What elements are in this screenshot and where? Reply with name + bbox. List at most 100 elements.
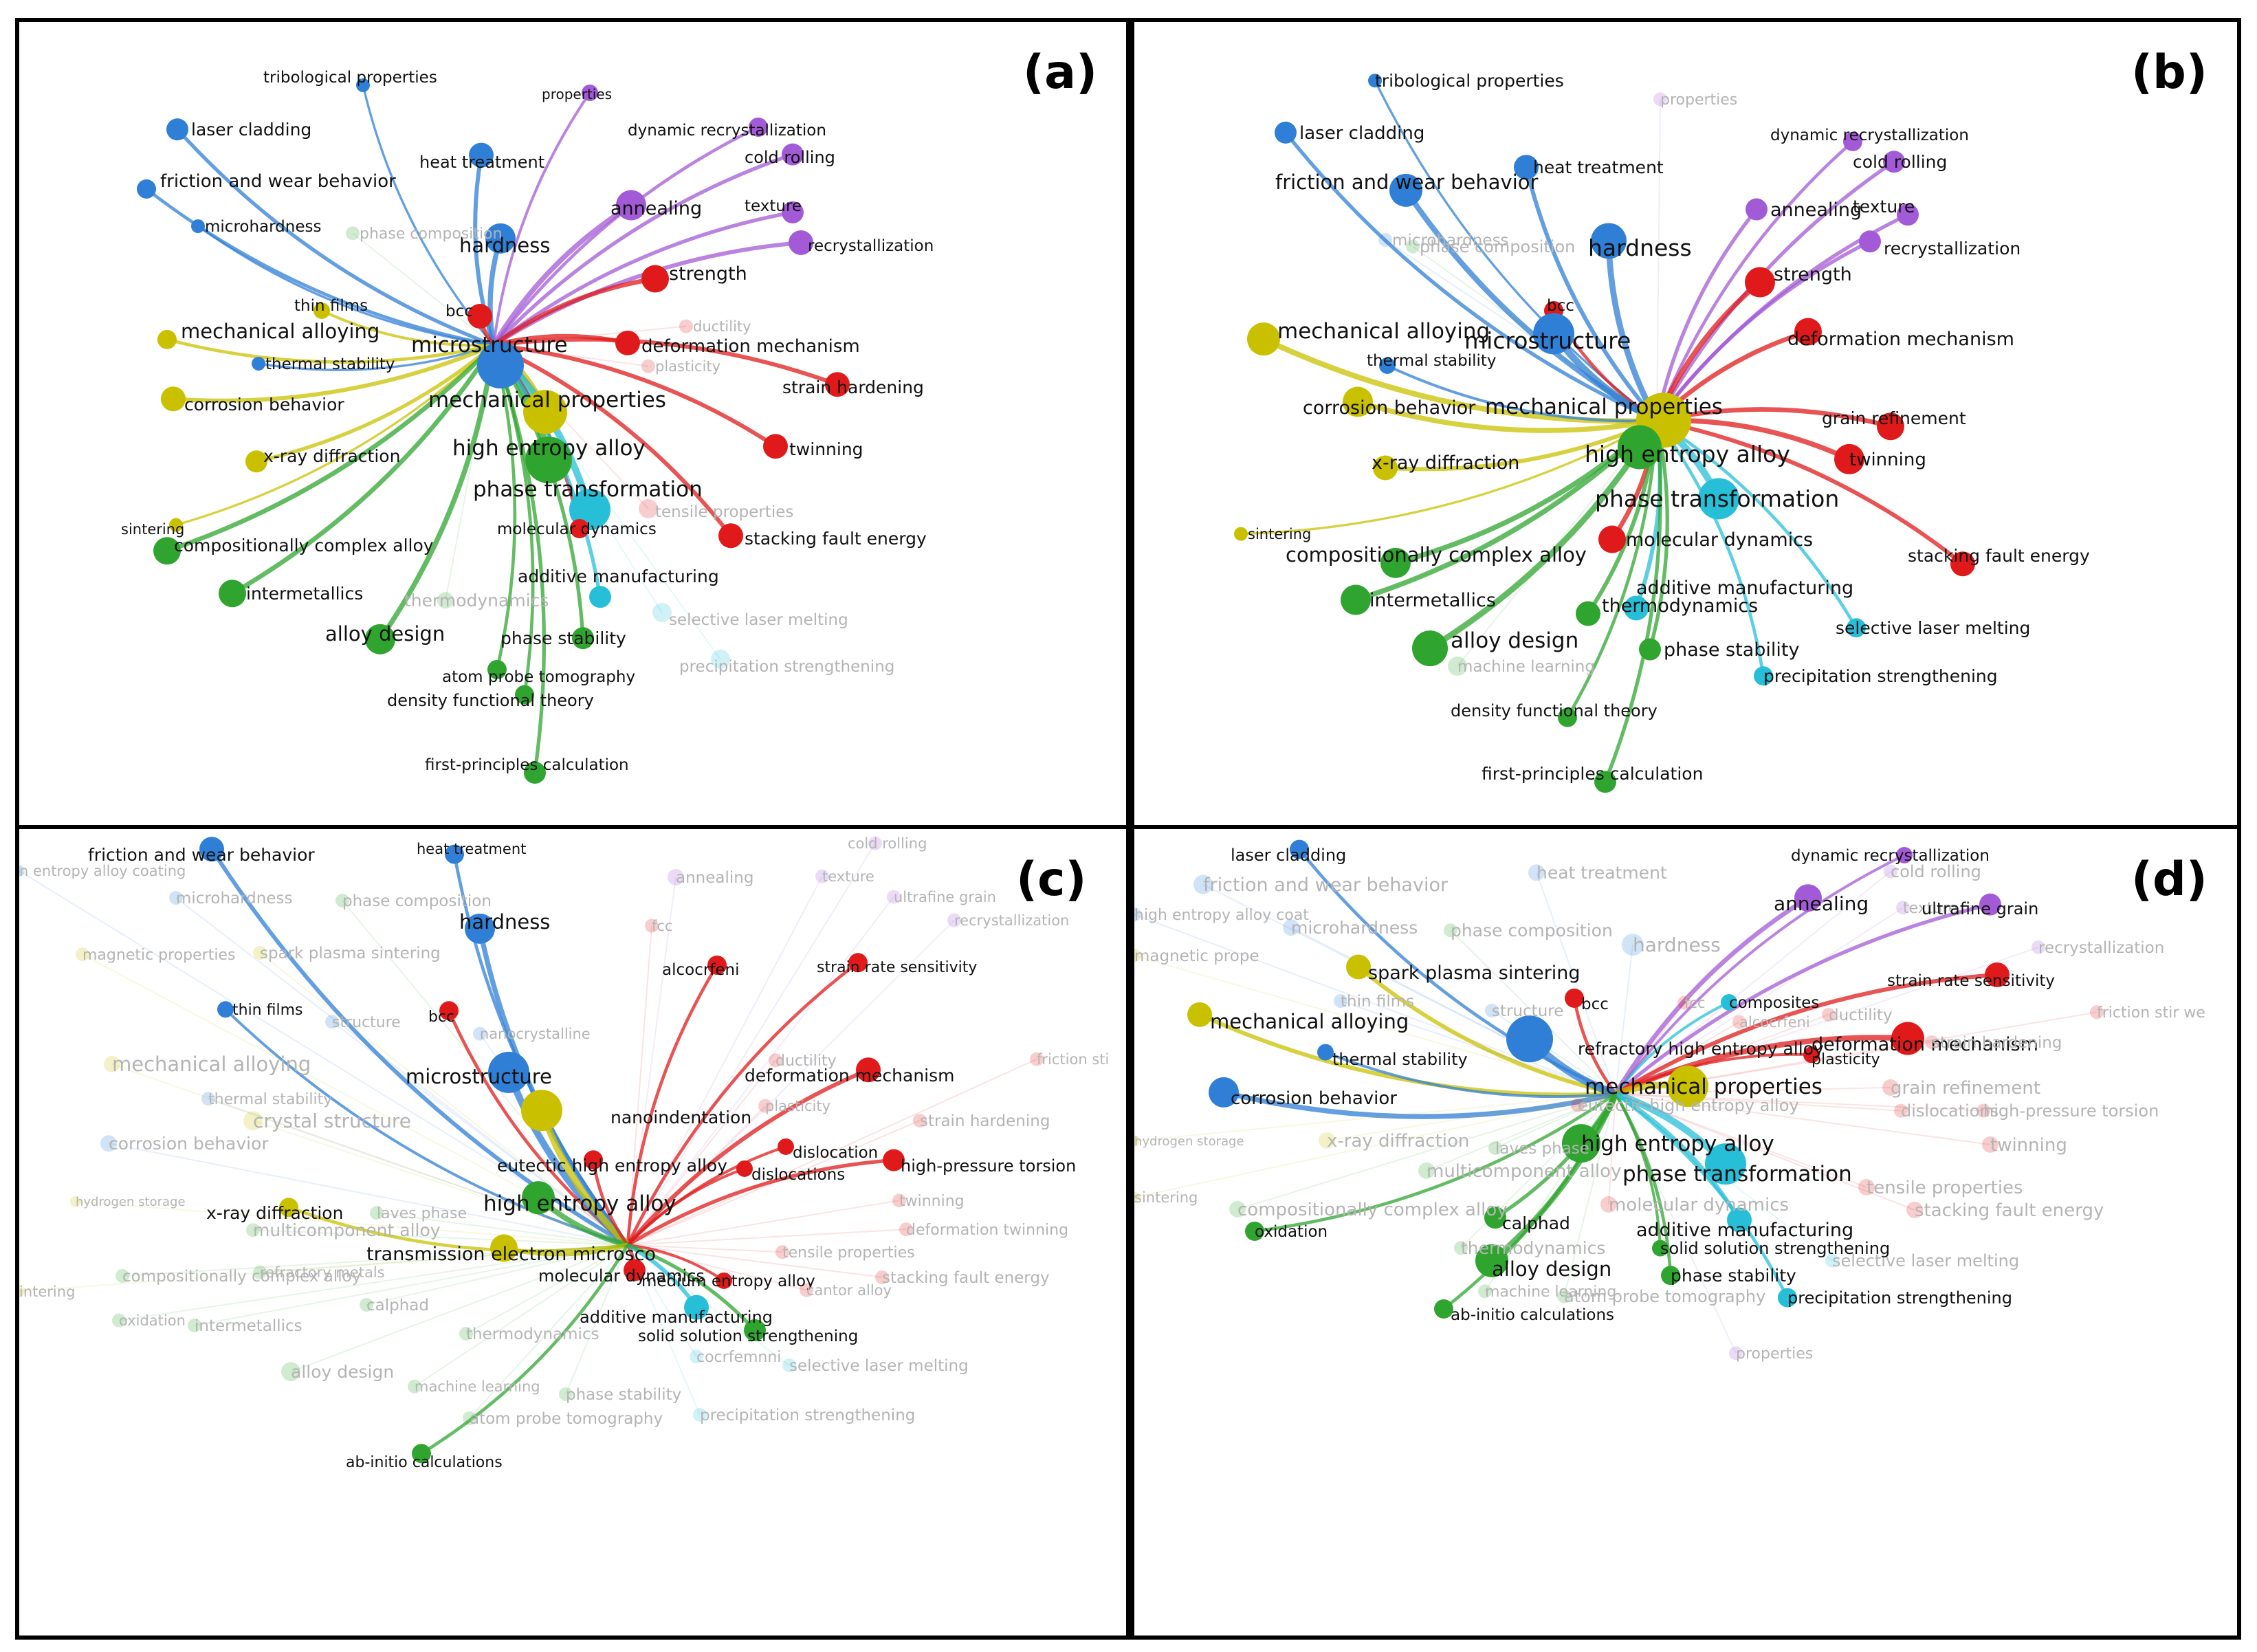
edge <box>1524 166 1659 422</box>
edge-faded <box>627 843 876 1246</box>
term-label: microstructure <box>406 1065 552 1088</box>
edge-faded <box>111 1063 628 1246</box>
node-blue <box>1622 934 1644 956</box>
node-yellow <box>253 945 267 960</box>
node-blue <box>356 78 370 92</box>
node-blue <box>325 1015 339 1029</box>
term-label-faded: sintering <box>1134 1189 1198 1206</box>
node-green <box>1229 1200 1246 1218</box>
edge-faded <box>1134 1093 1616 1142</box>
node-red <box>875 1270 889 1284</box>
term-label: microstructure <box>1464 327 1631 354</box>
edge <box>1615 1053 1812 1095</box>
term-label: sintering <box>1248 526 1311 542</box>
node-cyan <box>1847 618 1866 638</box>
node-green <box>153 537 181 565</box>
node-red <box>1982 1136 1999 1153</box>
edge-faded <box>493 344 663 613</box>
term-label: grain refinement <box>1822 408 1966 428</box>
term-label: selective laser melting <box>1836 618 2030 638</box>
term-label: density functional theory <box>1451 701 1658 720</box>
node-yellow <box>1234 527 1248 541</box>
edge <box>1655 208 1759 421</box>
node-cyan <box>782 1358 796 1372</box>
node-green <box>253 1265 267 1279</box>
term-label-faded: precipitation strengthening <box>679 658 894 676</box>
node-blue <box>1209 1077 1239 1108</box>
node-yellow <box>70 1196 81 1207</box>
edge <box>1198 1013 1616 1097</box>
node-green <box>281 1362 300 1382</box>
term-label-faded: hydrogen storage <box>76 1195 186 1209</box>
edges <box>145 85 839 773</box>
term-label: thin films <box>294 297 368 315</box>
term-label: friction and wear behavior <box>160 171 396 192</box>
term-label-faded: eutectic high entropy alloy <box>1578 1096 1799 1115</box>
edge-faded <box>1615 1093 1915 1211</box>
node-green <box>1380 547 1411 578</box>
node-purple <box>789 230 813 255</box>
edge-faded <box>1426 1093 1616 1171</box>
term-label: dynamic recrystallization <box>1791 847 1990 865</box>
node-green <box>1245 1221 1264 1241</box>
term-label: intermetallics <box>246 584 363 604</box>
node-red <box>1732 1015 1746 1029</box>
panel-b: tribological properties properties laser c… <box>1130 18 2241 829</box>
term-label: tribological properties <box>1375 71 1564 91</box>
term-label-faded: ductility <box>693 318 751 335</box>
edge-faded <box>414 1244 628 1387</box>
node-red <box>1950 551 1975 577</box>
term-label-faded: spark plasma sintering <box>260 945 441 962</box>
term-label: x-ray diffraction <box>263 446 400 466</box>
term-label-faded: dislocations <box>1901 1101 1999 1121</box>
node-yellow <box>1247 322 1280 356</box>
node-blue <box>1317 1044 1334 1061</box>
node-blue <box>1533 313 1574 355</box>
term-label: nanoindentation <box>610 1108 751 1127</box>
node-blue <box>1334 993 1347 1008</box>
node-red <box>1985 962 2010 987</box>
edge-faded <box>1536 872 1616 1094</box>
node-green <box>335 893 349 907</box>
edge-faded <box>627 896 894 1246</box>
node-blue <box>191 219 205 233</box>
node-red <box>679 319 693 333</box>
term-label-faded: tensile properties <box>655 503 793 521</box>
network-diagram: tribological properties properties laser c… <box>1234 45 2208 793</box>
edge-faded <box>627 1229 907 1246</box>
node-red <box>758 1099 772 1113</box>
term-label-faded: phase stability <box>566 1386 681 1404</box>
edge-faded <box>259 952 628 1246</box>
term-label: high entropy alloy <box>1585 441 1790 467</box>
node-red <box>641 265 669 293</box>
node-yellow <box>1373 455 1398 481</box>
node-red <box>1794 318 1822 346</box>
node-purple <box>749 117 768 137</box>
edge <box>1442 1093 1618 1310</box>
term-label-faded: ductility <box>775 1053 837 1070</box>
node-green <box>1557 1289 1571 1303</box>
term-label-faded: strain hardening <box>1932 1034 2062 1052</box>
edge-faded <box>1134 1093 1616 1198</box>
term-label-faded: structure <box>1492 1002 1563 1020</box>
term-label-faded: cantor alloy <box>806 1282 892 1299</box>
node-cyan <box>1754 666 1773 686</box>
term-label-faded: stacking fault energy <box>882 1269 1050 1287</box>
edge <box>321 309 494 347</box>
node-yellow <box>245 450 267 473</box>
labels: tribological properties laser cladding hea… <box>121 69 934 774</box>
edges <box>1240 80 1964 783</box>
edge <box>626 964 718 1246</box>
term-label-faded: thermal stability <box>208 1091 332 1108</box>
term-label-faded: machine learning <box>1485 1284 1616 1301</box>
node-purple <box>1729 1346 1743 1361</box>
edge <box>197 225 494 346</box>
node-red <box>707 955 727 975</box>
node-green <box>365 624 395 654</box>
node-purple <box>1653 92 1667 107</box>
node-blue <box>473 1026 487 1041</box>
node-green <box>1562 1124 1600 1163</box>
term-label: dynamic recrystallization <box>1770 126 1969 144</box>
term-label-faded: phase composition <box>1451 921 1613 940</box>
edge-faded <box>1340 1000 1616 1094</box>
